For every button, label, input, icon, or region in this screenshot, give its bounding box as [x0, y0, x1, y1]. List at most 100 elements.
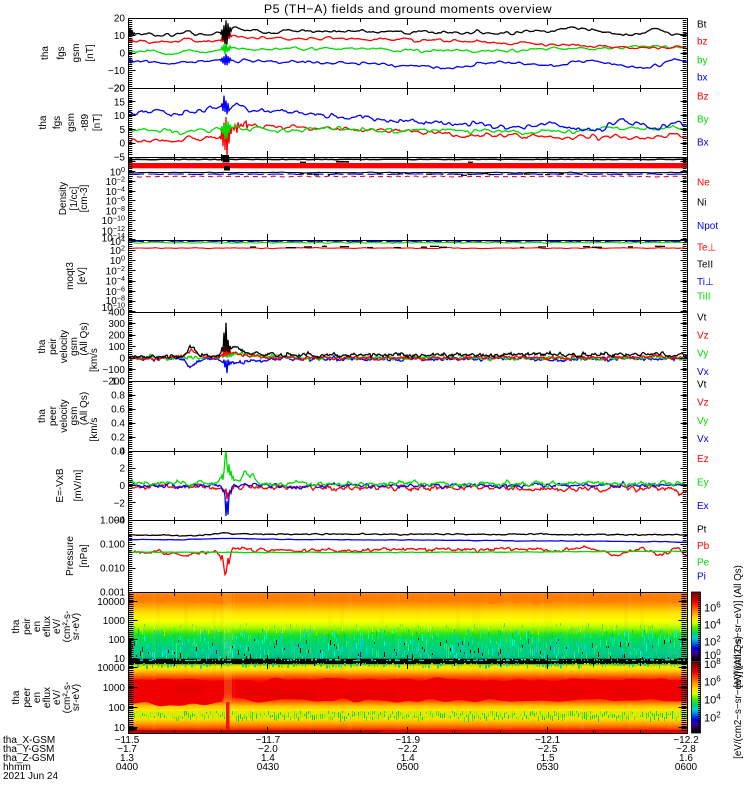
svg-text:velocity: velocity: [59, 330, 70, 363]
svg-text:Ex: Ex: [697, 501, 709, 512]
svg-text:−11.7: −11.7: [256, 735, 281, 746]
svg-text:5: 5: [119, 125, 125, 136]
svg-text:[km/s: [km/s: [89, 348, 100, 372]
svg-text:By: By: [697, 115, 709, 126]
svg-text:[nPa]: [nPa]: [79, 544, 90, 568]
svg-text:0: 0: [119, 49, 125, 60]
svg-text:gsm: gsm: [69, 337, 80, 356]
svg-text:10: 10: [114, 723, 126, 734]
svg-text:Ey: Ey: [697, 478, 709, 489]
svg-text:1.4: 1.4: [401, 753, 415, 764]
svg-text:Pb: Pb: [697, 541, 710, 552]
svg-text:tha: tha: [38, 115, 49, 129]
svg-text:200: 200: [108, 331, 125, 342]
svg-text:bz: bz: [697, 37, 708, 48]
svg-text:(cm²-s-: (cm²-s-: [62, 611, 73, 643]
svg-text:−12.1: −12.1: [535, 735, 561, 746]
svg-text:[nT]: [nT]: [85, 44, 96, 61]
svg-text:en: en: [32, 621, 43, 632]
svg-text:0.2: 0.2: [111, 433, 125, 444]
svg-text:bx: bx: [697, 73, 708, 84]
svg-text:10000: 10000: [97, 597, 125, 608]
svg-text:peer: peer: [48, 405, 59, 426]
svg-text:hhmm: hhmm: [3, 762, 31, 773]
svg-text:0.4: 0.4: [111, 419, 125, 430]
svg-text:0.8: 0.8: [111, 391, 125, 402]
svg-text:0: 0: [119, 139, 125, 150]
svg-text:tha: tha: [11, 619, 22, 633]
svg-text:Vx: Vx: [697, 367, 709, 378]
svg-text:Ti⊥: Ti⊥: [697, 277, 714, 288]
svg-text:10000: 10000: [97, 663, 125, 674]
svg-text:Pe: Pe: [697, 557, 710, 568]
svg-text:0: 0: [119, 481, 125, 492]
svg-text:en: en: [32, 692, 43, 703]
svg-text:10: 10: [114, 654, 126, 665]
svg-text:tha: tha: [40, 46, 51, 60]
svg-text:tha_Y-GSM: tha_Y-GSM: [3, 744, 54, 755]
svg-text:Te⊥: Te⊥: [697, 243, 716, 254]
svg-text:Pi: Pi: [697, 572, 706, 583]
svg-text:Vz: Vz: [697, 331, 709, 342]
svg-text:Vz: Vz: [697, 398, 709, 409]
svg-text:velocity: velocity: [59, 399, 70, 432]
svg-text:−10: −10: [108, 66, 125, 77]
svg-text:0.0: 0.0: [111, 447, 125, 458]
svg-text:Ne: Ne: [697, 178, 710, 189]
svg-text:1.000: 1.000: [100, 516, 125, 527]
svg-text:−12.2: −12.2: [673, 735, 699, 746]
svg-text:0.010: 0.010: [100, 564, 125, 575]
svg-text:TeII: TeII: [697, 260, 713, 271]
svg-text:[mV/m]: [mV/m]: [73, 469, 84, 501]
svg-text:tha: tha: [37, 409, 48, 423]
svg-text:1.5: 1.5: [541, 753, 555, 764]
svg-text:0: 0: [119, 354, 125, 365]
svg-text:−200: −200: [102, 377, 125, 388]
svg-text:10: 10: [114, 111, 126, 122]
svg-text:[1/cc]: [1/cc]: [69, 186, 80, 210]
svg-text:tha: tha: [11, 690, 22, 704]
svg-text:[cm-3]: [cm-3]: [79, 184, 90, 212]
svg-text:gsm: gsm: [69, 407, 80, 426]
svg-text:10: 10: [114, 31, 126, 42]
svg-text:Vy: Vy: [697, 349, 708, 360]
svg-text:Bz: Bz: [697, 92, 709, 103]
svg-text:Density: Density: [58, 182, 69, 215]
svg-text:tha: tha: [37, 339, 48, 353]
svg-text:1.3: 1.3: [120, 753, 134, 764]
svg-text:Vt: Vt: [697, 380, 707, 391]
svg-text:peer: peer: [22, 687, 33, 708]
svg-text:1000: 1000: [103, 683, 126, 694]
svg-text:gsm: gsm: [71, 44, 82, 63]
svg-text:20: 20: [114, 84, 126, 95]
svg-text:eflux: eflux: [42, 687, 53, 708]
svg-text:100: 100: [108, 635, 125, 646]
svg-text:tha_Z-GSM: tha_Z-GSM: [3, 753, 55, 764]
svg-text:2021 Jun 24: 2021 Jun 24: [3, 771, 58, 782]
svg-text:Bx: Bx: [697, 138, 709, 149]
svg-text:tha_X-GSM: tha_X-GSM: [3, 735, 55, 746]
svg-text:-t89: -t89: [80, 113, 91, 131]
svg-text:15: 15: [114, 97, 126, 108]
svg-text:[eV]: [eV]: [77, 267, 88, 285]
svg-text:100: 100: [108, 342, 125, 353]
svg-text:[km/s: [km/s: [89, 418, 100, 442]
svg-text:−100: −100: [102, 365, 125, 376]
svg-text:−2: −2: [114, 498, 126, 509]
svg-text:Npot: Npot: [697, 221, 718, 232]
svg-text:by: by: [697, 56, 708, 67]
svg-text:0530: 0530: [536, 762, 559, 773]
svg-text:400: 400: [108, 308, 125, 319]
svg-text:peir: peir: [22, 617, 33, 634]
svg-text:−20: −20: [108, 84, 125, 95]
svg-text:Pt: Pt: [697, 525, 707, 536]
svg-text:−5: −5: [114, 153, 126, 164]
svg-text:0500: 0500: [397, 762, 420, 773]
svg-text:(All Qs): (All Qs): [79, 392, 90, 425]
svg-text:20: 20: [114, 14, 126, 25]
svg-text:Pressure: Pressure: [65, 536, 76, 576]
svg-text:1.6: 1.6: [679, 753, 693, 764]
svg-text:−4: −4: [114, 516, 126, 527]
svg-text:(cm²-s-: (cm²-s-: [62, 682, 73, 714]
svg-text:1.0: 1.0: [111, 377, 125, 388]
